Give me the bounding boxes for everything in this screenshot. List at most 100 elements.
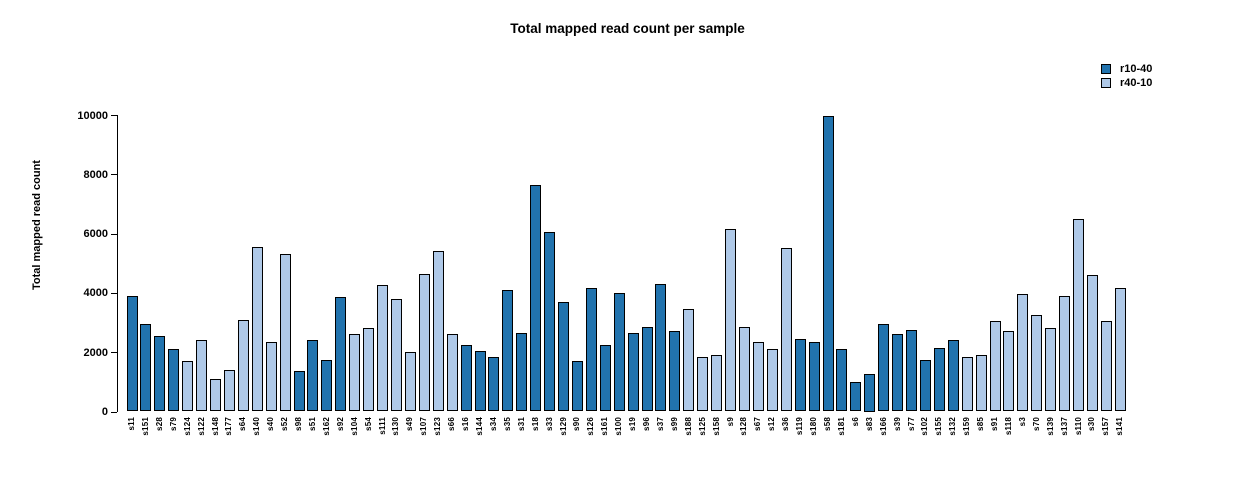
bar-s129 <box>558 301 570 412</box>
x-tick-label-s49: s49 <box>405 417 415 431</box>
x-tick-label-s130: s130 <box>391 417 401 436</box>
bar-s11 <box>126 295 138 412</box>
bar-s12 <box>766 349 778 412</box>
bar-s177 <box>223 369 235 412</box>
x-tick-label-s31: s31 <box>516 417 526 431</box>
x-tick-label-s11: s11 <box>127 417 136 431</box>
bar-s110 <box>1073 218 1085 412</box>
bar-s79 <box>168 349 180 412</box>
x-tick-label-s177: s177 <box>224 417 234 436</box>
x-tick-label-s139: s139 <box>1045 417 1055 436</box>
legend-entry-r10-40: r10-40 <box>1101 62 1152 76</box>
x-tick-label-s155: s155 <box>934 417 944 436</box>
bar-s140 <box>251 246 263 412</box>
bar-s122 <box>196 340 208 412</box>
x-tick-label-s119: s119 <box>795 417 805 436</box>
bar-s39 <box>892 334 904 412</box>
x-tick-label-s100: s100 <box>614 417 624 436</box>
bar-s85 <box>975 355 987 412</box>
y-tick-label: 10000 <box>77 109 108 122</box>
y-tick-mark <box>111 233 117 235</box>
bar-s28 <box>154 335 166 412</box>
y-axis-title: Total mapped read count <box>31 160 43 290</box>
chart-title: Total mapped read count per sample <box>510 21 745 36</box>
bar-s155 <box>933 347 945 412</box>
bar-s137 <box>1059 295 1071 412</box>
bar-s67 <box>752 341 764 412</box>
bar-s77 <box>906 329 918 412</box>
x-tick-label-s151: s151 <box>140 417 150 436</box>
x-tick-label-s28: s28 <box>154 417 164 431</box>
bar-s102 <box>919 359 931 412</box>
bar-s188 <box>683 309 695 412</box>
bar-s3 <box>1017 294 1029 412</box>
bar-s37 <box>655 284 667 412</box>
x-tick-label-s18: s18 <box>530 417 540 431</box>
x-tick-label-s91: s91 <box>990 417 1000 431</box>
legend-swatch-light <box>1101 78 1111 88</box>
bar-s58 <box>822 116 834 412</box>
x-tick-label-s104: s104 <box>349 417 359 436</box>
bar-s125 <box>697 356 709 412</box>
bar-s54 <box>363 328 375 412</box>
bar-s148 <box>210 378 222 412</box>
x-tick-label-s161: s161 <box>600 417 610 436</box>
x-tick-label-s67: s67 <box>753 417 763 431</box>
x-tick-label-s110: s110 <box>1073 417 1083 436</box>
bar-s119 <box>794 338 806 412</box>
x-tick-label-s83: s83 <box>864 417 874 431</box>
x-tick-label-s33: s33 <box>544 417 554 431</box>
x-tick-label-s137: s137 <box>1059 417 1069 436</box>
bar-s111 <box>377 285 389 412</box>
bar-s99 <box>669 331 681 412</box>
x-tick-label-s19: s19 <box>628 417 638 431</box>
bar-s151 <box>140 324 152 412</box>
x-tick-label-s166: s166 <box>878 417 888 436</box>
x-tick-label-s40: s40 <box>266 417 276 431</box>
x-tick-label-s98: s98 <box>294 417 304 431</box>
bar-s49 <box>404 352 416 412</box>
x-tick-label-s6: s6 <box>850 417 860 427</box>
x-tick-label-s52: s52 <box>280 417 290 431</box>
x-tick-label-s3: s3 <box>1017 417 1027 427</box>
bar-s70 <box>1031 315 1043 412</box>
bar-s35 <box>502 289 514 412</box>
y-tick-mark <box>111 352 117 354</box>
x-tick-label-s54: s54 <box>363 417 373 431</box>
x-tick-label-s126: s126 <box>586 417 596 436</box>
bar-s124 <box>182 361 194 412</box>
bar-s66 <box>446 334 458 412</box>
x-tick-label-s9: s9 <box>725 417 735 427</box>
bar-s36 <box>780 248 792 412</box>
bar-s40 <box>265 341 277 412</box>
bar-s144 <box>474 350 486 412</box>
bar-s157 <box>1100 321 1112 412</box>
bar-s34 <box>488 356 500 412</box>
x-tick-label-s64: s64 <box>238 417 248 431</box>
x-tick-label-s111: s111 <box>377 417 387 435</box>
bar-s98 <box>293 371 305 412</box>
x-tick-label-s141: s141 <box>1115 417 1125 436</box>
bar-s132 <box>947 340 959 412</box>
y-tick-mark <box>111 174 117 176</box>
legend: r10-40 r40-10 <box>1101 62 1152 90</box>
bar-s52 <box>279 254 291 412</box>
bar-s128 <box>738 326 750 412</box>
bar-s159 <box>961 356 973 412</box>
x-tick-label-s90: s90 <box>572 417 582 431</box>
bar-s92 <box>335 297 347 412</box>
x-tick-label-s158: s158 <box>711 417 721 436</box>
bar-s96 <box>641 326 653 412</box>
bar-s18 <box>530 184 542 412</box>
y-tick-mark <box>111 292 117 294</box>
x-tick-label-s99: s99 <box>669 417 679 431</box>
bar-s16 <box>460 344 472 412</box>
bar-s139 <box>1045 328 1057 412</box>
y-tick-mark <box>111 411 117 413</box>
x-tick-label-s188: s188 <box>683 417 693 436</box>
x-tick-label-s34: s34 <box>488 417 498 431</box>
x-tick-label-s79: s79 <box>168 417 178 431</box>
x-tick-label-s37: s37 <box>655 417 665 431</box>
x-tick-label-s70: s70 <box>1031 417 1041 431</box>
